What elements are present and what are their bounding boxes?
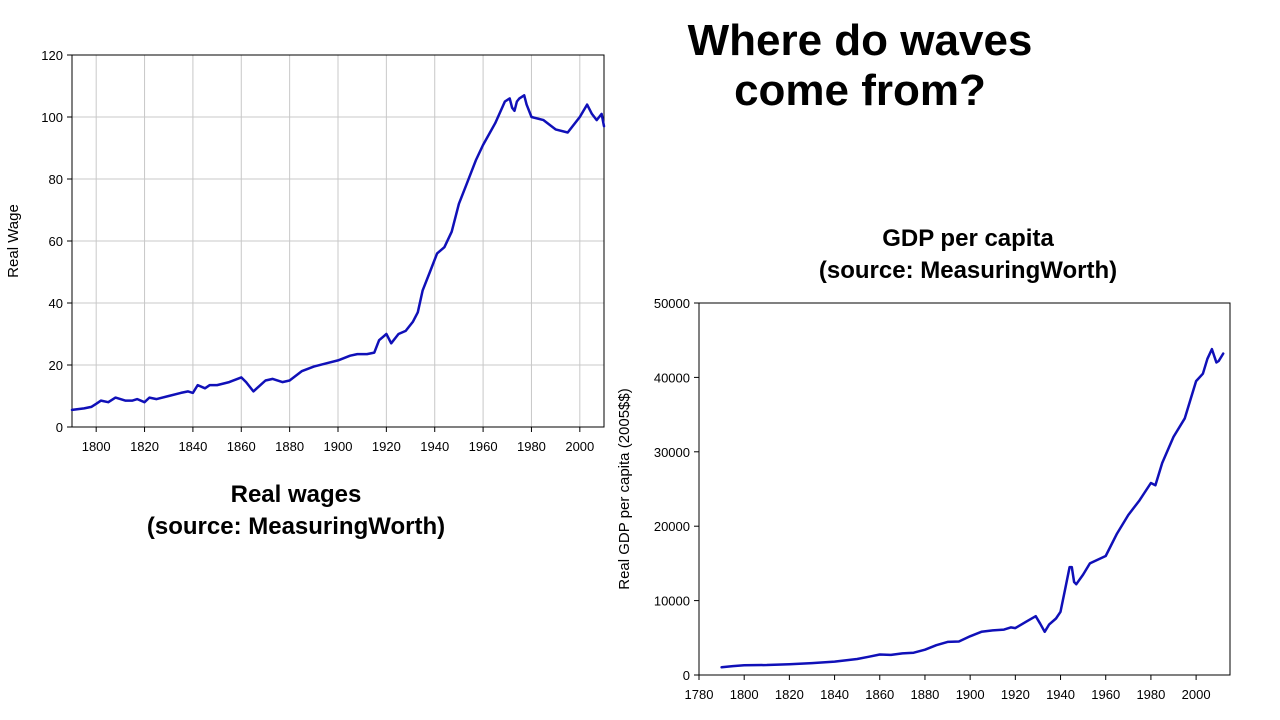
gdp-y-tick-label: 50000: [654, 296, 690, 311]
wage-x-tick-label: 1860: [227, 439, 256, 454]
wage-series-line: [70, 94, 606, 412]
gdp-x-tick-label: 1900: [956, 687, 985, 702]
real-wages-source: (source: MeasuringWorth): [146, 513, 446, 540]
gdp-y-tick-label: 20000: [654, 519, 690, 534]
gdp-x-tick-label: 2000: [1182, 687, 1211, 702]
gdp-x-tick-label: 1980: [1136, 687, 1165, 702]
gdp-y-tick-label: 30000: [654, 445, 690, 460]
slide-title-line-2: come from?: [734, 66, 986, 115]
wage-y-tick-label: 100: [41, 110, 63, 125]
wage-y-tick-label: 80: [49, 172, 63, 187]
gdp-y-tick-label: 0: [683, 668, 690, 683]
slide-title: Where do waves come from?: [620, 16, 1100, 116]
wage-x-tick-label: 1900: [324, 439, 353, 454]
wage-x-tick-label: 1840: [178, 439, 207, 454]
wage-x-tick-label: 1960: [469, 439, 498, 454]
wage-x-tick-label: 1800: [82, 439, 111, 454]
gdp-x-tick-label: 1860: [865, 687, 894, 702]
wage-y-tick-label: 0: [56, 420, 63, 435]
real-wages-title: Real wages: [230, 481, 362, 508]
gdp-x-tick-label: 1820: [775, 687, 804, 702]
gdp-plot-frame: [698, 302, 1231, 676]
wage-y-axis-title: Real Wage: [5, 204, 22, 278]
wage-y-tick-label: 60: [49, 234, 63, 249]
wage-y-tick-label: 120: [41, 48, 63, 63]
gdp-y-axis-title: Real GDP per capita (2005$$): [616, 388, 633, 590]
gdp-series-line: [720, 347, 1225, 669]
wage-y-tick-label: 20: [49, 358, 63, 373]
gdp-x-tick-label: 1920: [1001, 687, 1030, 702]
gdp-x-tick-label: 1840: [820, 687, 849, 702]
slide-title-line-1: Where do waves: [687, 16, 1033, 65]
gdp-x-tick-label: 1800: [730, 687, 759, 702]
wage-x-tick-label: 1820: [130, 439, 159, 454]
wage-x-tick-label: 1940: [420, 439, 449, 454]
gdp-x-tick-label: 1780: [685, 687, 714, 702]
gdp-y-tick-label: 10000: [654, 594, 690, 609]
gdp-caption: GDP per capita (source: MeasuringWorth): [768, 223, 1168, 287]
wage-x-tick-label: 1880: [275, 439, 304, 454]
gdp-source: (source: MeasuringWorth): [818, 257, 1118, 284]
gdp-x-tick-label: 1960: [1091, 687, 1120, 702]
real-wages-caption: Real wages (source: MeasuringWorth): [96, 479, 496, 543]
wage-x-tick-label: 2000: [565, 439, 594, 454]
wage-x-tick-label: 1980: [517, 439, 546, 454]
gdp-x-tick-label: 1880: [910, 687, 939, 702]
gdp-title: GDP per capita: [882, 225, 1054, 252]
gdp-x-tick-label: 1940: [1046, 687, 1075, 702]
wage-x-tick-label: 1920: [372, 439, 401, 454]
wage-y-tick-label: 40: [49, 296, 63, 311]
gdp-y-tick-label: 40000: [654, 370, 690, 385]
